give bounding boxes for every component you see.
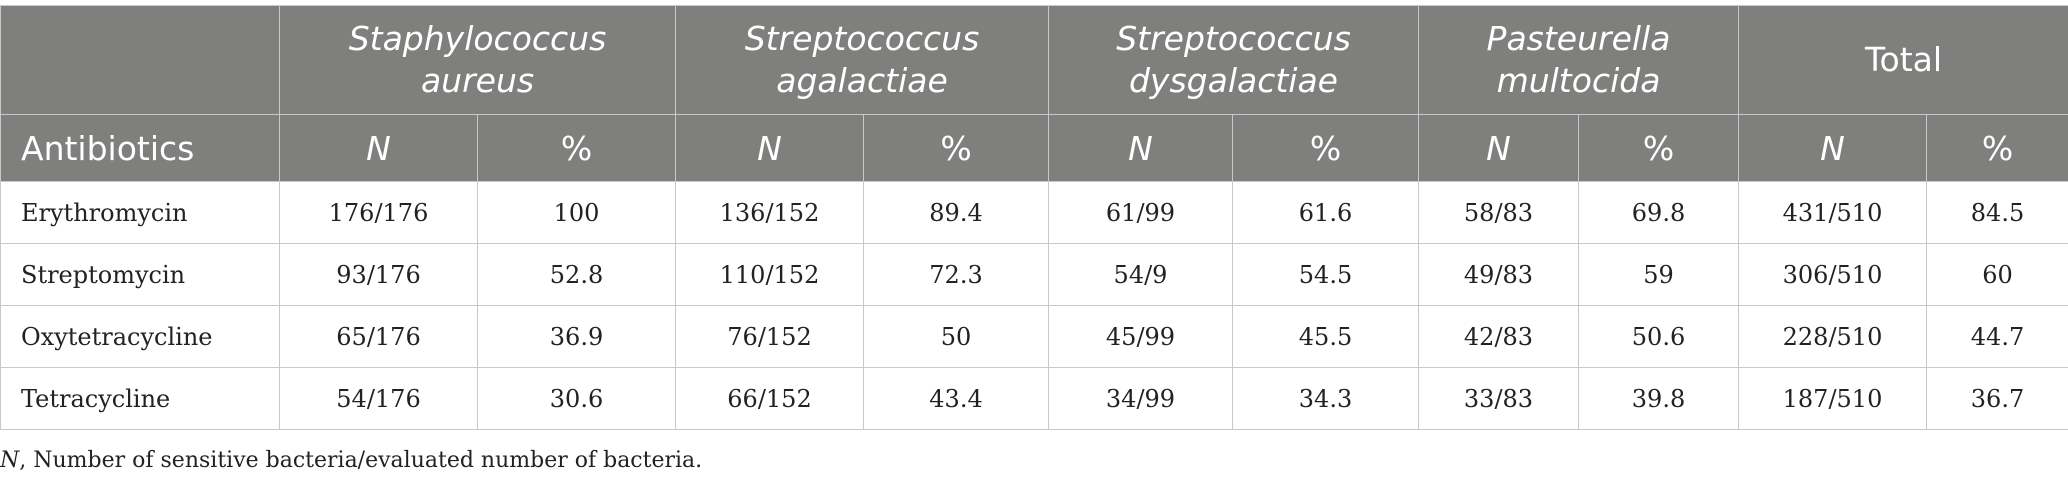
antibiotic-name: Oxytetracycline	[0, 305, 280, 368]
cell-value: 61.6	[1232, 181, 1419, 244]
header-n: N	[279, 114, 478, 182]
cell-value: 93/176	[279, 243, 478, 306]
cell-value: 52.8	[477, 243, 676, 306]
header-percent: %	[863, 114, 1049, 182]
cell-value: 43.4	[863, 367, 1049, 430]
cell-value: 65/176	[279, 305, 478, 368]
cell-value: 66/152	[675, 367, 864, 430]
header-percent: %	[477, 114, 676, 182]
cell-value: 50	[863, 305, 1049, 368]
header-row-measures: Antibiotics N % N % N % N % N %	[0, 114, 2068, 182]
header-streptococcus-agalactiae: Streptococcus agalactiae	[675, 5, 1049, 115]
header-antibiotics: Antibiotics	[0, 114, 280, 182]
header-pasteurella-multocida: Pasteurella multocida	[1418, 5, 1739, 115]
cell-value: 89.4	[863, 181, 1049, 244]
cell-value: 176/176	[279, 181, 478, 244]
cell-value: 54/176	[279, 367, 478, 430]
header-corner	[0, 5, 280, 115]
cell-value: 42/83	[1418, 305, 1579, 368]
cell-value: 72.3	[863, 243, 1049, 306]
results-table: Staphylococcus aureus Streptococcus agal…	[0, 5, 2068, 430]
header-n: N	[1738, 114, 1927, 182]
header-percent: %	[1925, 114, 2068, 182]
antibiotic-name: Erythromycin	[0, 181, 280, 244]
cell-value: 45/99	[1048, 305, 1233, 368]
header-total: Total	[1737, 5, 2068, 115]
cell-value: 33/83	[1418, 367, 1579, 430]
header-percent: %	[1578, 114, 1739, 182]
cell-value: 306/510	[1738, 243, 1927, 306]
header-staphylococcus-aureus: Staphylococcus aureus	[279, 5, 676, 115]
header-n: N	[1048, 114, 1233, 182]
cell-value: 136/152	[675, 181, 864, 244]
cell-value: 76/152	[675, 305, 864, 368]
header-streptococcus-dysgalactiae: Streptococcus dysgalactiae	[1048, 5, 1419, 115]
cell-value: 36.7	[1925, 367, 2068, 430]
cell-value: 58/83	[1418, 181, 1579, 244]
cell-value: 228/510	[1738, 305, 1927, 368]
header-n: N	[675, 114, 864, 182]
footnote-symbol: N	[0, 448, 20, 473]
cell-value: 187/510	[1738, 367, 1927, 430]
cell-value: 84.5	[1925, 181, 2068, 244]
table-row: Tetracycline 54/176 30.6 66/152 43.4 34/…	[0, 367, 2068, 430]
cell-value: 110/152	[675, 243, 864, 306]
table-row: Streptomycin 93/176 52.8 110/152 72.3 54…	[0, 243, 2068, 306]
antibiotic-name: Streptomycin	[0, 243, 280, 306]
cell-value: 61/99	[1048, 181, 1233, 244]
cell-value: 34/99	[1048, 367, 1233, 430]
cell-value: 54/9	[1048, 243, 1233, 306]
header-n: N	[1418, 114, 1579, 182]
cell-value: 59	[1578, 243, 1739, 306]
cell-value: 39.8	[1578, 367, 1739, 430]
cell-value: 30.6	[477, 367, 676, 430]
table-row: Oxytetracycline 65/176 36.9 76/152 50 45…	[0, 305, 2068, 368]
cell-value: 34.3	[1232, 367, 1419, 430]
cell-value: 100	[477, 181, 676, 244]
header-row-organisms: Staphylococcus aureus Streptococcus agal…	[0, 5, 2068, 115]
cell-value: 44.7	[1925, 305, 2068, 368]
cell-value: 50.6	[1578, 305, 1739, 368]
header-percent: %	[1232, 114, 1419, 182]
cell-value: 69.8	[1578, 181, 1739, 244]
cell-value: 431/510	[1738, 181, 1927, 244]
cell-value: 36.9	[477, 305, 676, 368]
cell-value: 60	[1925, 243, 2068, 306]
cell-value: 45.5	[1232, 305, 1419, 368]
footnote-text: , Number of sensitive bacteria/evaluated…	[19, 448, 703, 473]
cell-value: 49/83	[1418, 243, 1579, 306]
antibiotic-name: Tetracycline	[0, 367, 280, 430]
table-footnote: N, Number of sensitive bacteria/evaluate…	[0, 448, 702, 473]
table-row: Erythromycin 176/176 100 136/152 89.4 61…	[0, 181, 2068, 244]
cell-value: 54.5	[1232, 243, 1419, 306]
